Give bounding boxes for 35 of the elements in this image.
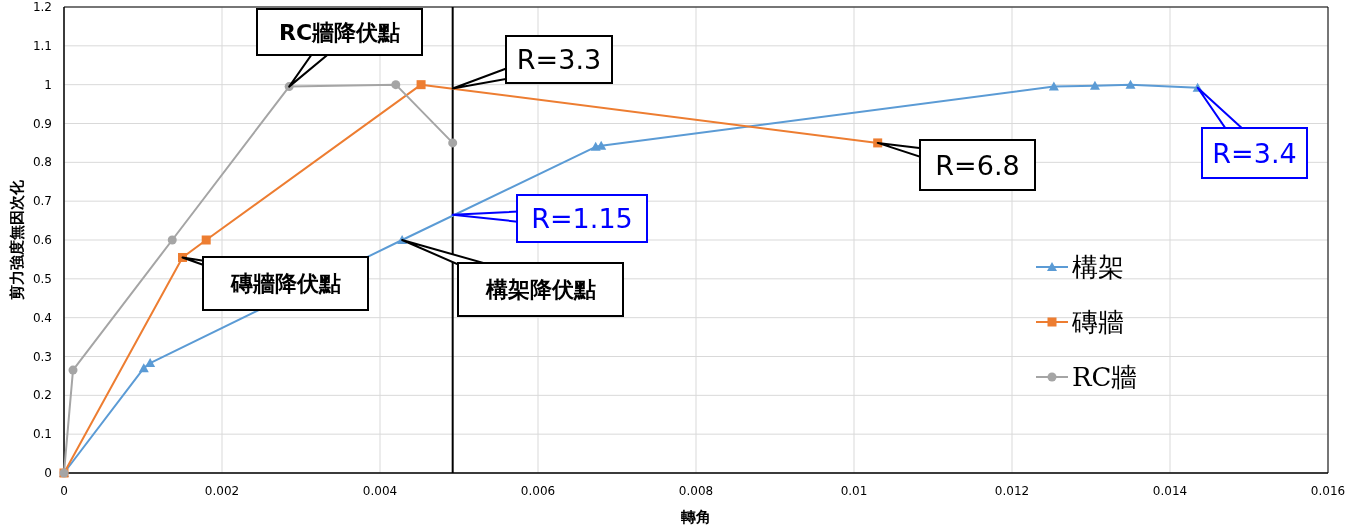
x-tick-label: 0.016 [1310,484,1346,498]
y-tick-label: 0.6 [32,233,52,247]
annotation: RC牆降伏點 [278,19,401,45]
x-tick-label: 0.012 [994,484,1030,498]
y-tick-label: 0.9 [32,116,52,131]
y-tick-label: 0.5 [32,271,52,286]
annotation: R=1.15 [451,194,648,243]
x-tick-label: 0.006 [520,484,556,498]
x-tick-label: 0 [60,484,68,498]
annotation: R=1.15 [531,203,633,235]
y-tick-label: 1.1 [32,38,52,53]
y-tick-label: 0.7 [32,194,52,209]
x-axis-title: 轉角 [680,508,711,526]
y-tick-label: 1.2 [32,0,52,14]
x-tick-label: 0.01 [840,484,868,498]
y-tick-label: 0.3 [32,349,52,364]
x-tick-label: 0.004 [362,484,398,498]
annotation: 構架降伏點 [401,239,624,317]
x-tick-label: 0.002 [204,484,240,498]
annotation: 構架降伏點 [484,277,596,303]
annotation: RC牆降伏點 [256,8,423,88]
legend-label: 磚牆 [1071,307,1124,337]
y-tick-label: 0 [44,466,52,480]
y-tick-label: 1 [44,77,52,92]
annotation: R=3.4 [1212,137,1297,169]
x-tick-label: 0.008 [678,484,714,498]
y-tick-label: 0.4 [32,310,52,325]
y-axis-title: 剪力強度無因次化 [8,179,26,300]
legend-label: RC牆 [1072,362,1138,392]
y-tick-label: 0.8 [32,155,52,170]
annotation: R=3.4 [1196,86,1308,179]
legend-label: 構架 [1072,252,1124,282]
y-tick-label: 0.1 [32,427,52,442]
y-tick-label: 0.2 [32,388,52,403]
x-tick-label: 0.014 [1152,484,1188,498]
